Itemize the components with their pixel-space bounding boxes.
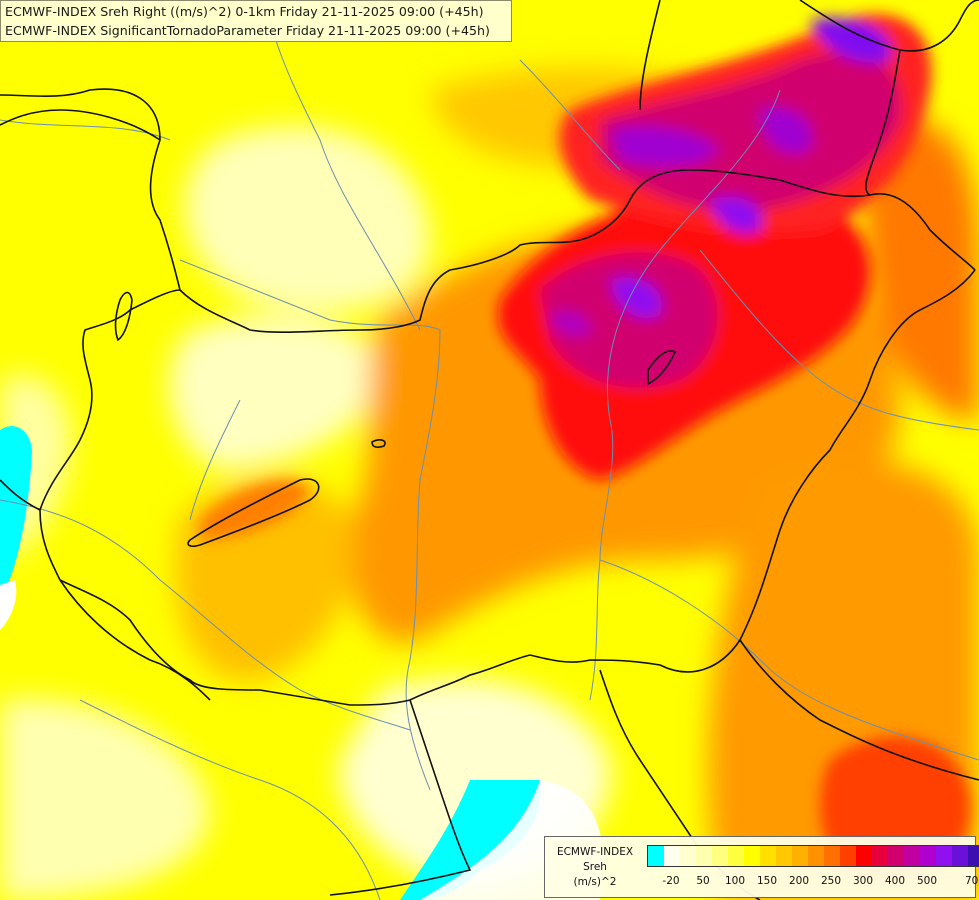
legend-tick-5: 250 [820, 875, 842, 887]
legend-tick-0: -20 [662, 875, 680, 887]
legend-swatch-3 [696, 846, 712, 866]
border-small-lake [371, 439, 386, 448]
border-southeast [739, 639, 979, 781]
pale-zone-center [168, 315, 381, 470]
cyan-area-south [400, 780, 541, 900]
color-legend: ECMWF-INDEX Sreh (m/s)^2 -20 50 100 150 200 2… [544, 836, 979, 898]
purple-cell-east [810, 17, 892, 63]
legend-swatch-18 [936, 846, 952, 866]
border-croatia [329, 699, 472, 896]
orange-southwest-lake [200, 480, 310, 540]
legend-swatch-9 [792, 846, 808, 866]
legend-swatch-17 [920, 846, 936, 866]
border-lake-neusiedl [114, 291, 133, 342]
legend-swatch-1 [664, 846, 680, 866]
cyan-area-west [0, 426, 32, 595]
river-tributary-1 [269, 19, 421, 331]
legend-swatch-19 [952, 846, 968, 866]
orange-band-east [863, 118, 979, 420]
river-tisza [589, 89, 781, 701]
map-title-box: ECMWF-INDEX Sreh Right ((m/s)^2) 0-1km F… [0, 0, 512, 42]
legend-unit-label: (m/s)^2 [573, 876, 617, 888]
legend-tick-7: 400 [884, 875, 906, 887]
legend-swatch-2 [680, 846, 696, 866]
border-east [529, 269, 976, 673]
river-tributary-4 [599, 559, 979, 761]
legend-swatch-12 [840, 846, 856, 866]
legend-tick-9: 700 [964, 875, 979, 887]
legend-tick-2: 100 [724, 875, 746, 887]
purple-cell-center [610, 277, 662, 319]
border-west-2 [59, 579, 211, 701]
magenta-region-north [600, 52, 902, 212]
river-tributary-7 [519, 59, 621, 171]
legend-swatch-0 [648, 846, 664, 866]
pale-zone-southwest [0, 698, 210, 900]
border-west-austria [0, 109, 161, 141]
map-title-line-2: ECMWF-INDEX SignificantTornadoParameter … [5, 23, 490, 38]
purple-cell-north [610, 126, 720, 167]
rivers [0, 19, 979, 900]
legend-swatch-7 [760, 846, 776, 866]
legend-swatch-4 [712, 846, 728, 866]
purple-cell-west [550, 311, 591, 337]
border-south [59, 579, 531, 706]
purple-cell-northeast [760, 107, 812, 154]
legend-swatch-16 [904, 846, 920, 866]
river-danube [179, 259, 441, 791]
legend-tick-6: 300 [852, 875, 874, 887]
legend-swatch-5 [728, 846, 744, 866]
legend-swatch-11 [824, 846, 840, 866]
border-northeast [799, 0, 979, 52]
legend-tick-3: 150 [756, 875, 778, 887]
border-ne-link [865, 49, 901, 196]
border-tisza-lake [647, 350, 677, 386]
legend-parameter-label: Sreh [583, 861, 607, 873]
border-west-slovenia [0, 479, 41, 511]
legend-swatch-20 [968, 846, 979, 866]
legend-swatch-6 [744, 846, 760, 866]
legend-swatch-10 [808, 846, 824, 866]
legend-swatch-15 [888, 846, 904, 866]
border-lake-balaton [187, 478, 320, 547]
pale-zone-northwest [184, 125, 431, 312]
river-tributary-3 [699, 249, 979, 431]
border-north [0, 88, 976, 334]
river-tributary-2 [0, 499, 411, 731]
legend-tick-8: 500 [916, 875, 938, 887]
magenta-region-center [540, 252, 718, 388]
border-slovakia-ukraine [639, 0, 661, 111]
legend-swatch-13 [856, 846, 872, 866]
legend-swatch-14 [872, 846, 888, 866]
map-title-line-1: ECMWF-INDEX Sreh Right ((m/s)^2) 0-1km F… [5, 4, 484, 19]
river-tributary-6 [79, 699, 381, 900]
white-area-west [0, 580, 17, 630]
legend-tick-1: 50 [696, 875, 710, 887]
legend-source-label: ECMWF-INDEX [556, 846, 634, 858]
river-tributary-8 [189, 399, 241, 521]
legend-color-swatches [647, 845, 979, 867]
legend-swatch-8 [776, 846, 792, 866]
purple-cell-middle [710, 196, 762, 234]
legend-tick-4: 200 [788, 875, 810, 887]
